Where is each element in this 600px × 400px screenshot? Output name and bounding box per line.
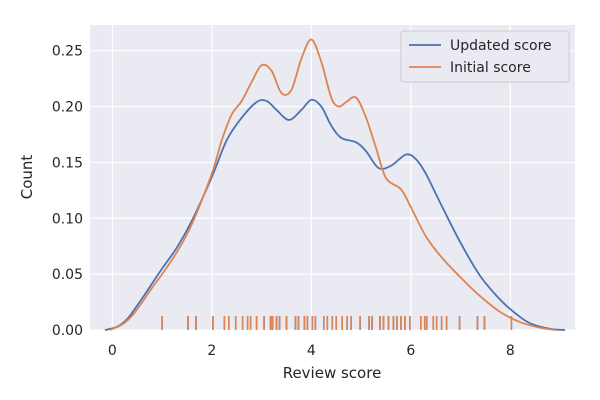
y-tick-label: 0.00: [52, 323, 83, 339]
x-axis-ticks: 0 2 4 6 8: [108, 343, 515, 359]
x-tick-label: 0: [108, 343, 117, 359]
density-curve-initial: [109, 38, 556, 331]
density-curve-updated: [104, 98, 566, 331]
x-tick-label: 6: [406, 343, 415, 359]
legend: Updated score Initial score: [400, 30, 570, 83]
y-axis-ticks: 0.00 0.05 0.10 0.15 0.20 0.25: [52, 44, 83, 339]
y-axis-label: Count: [18, 155, 36, 200]
x-tick-label: 2: [207, 343, 216, 359]
legend-label-initial: Initial score: [450, 60, 531, 76]
density-curves: [104, 38, 566, 331]
legend-label-updated: Updated score: [450, 38, 552, 54]
rug-marks: [161, 316, 513, 330]
x-tick-label: 4: [307, 343, 316, 359]
y-tick-label: 0.20: [52, 100, 83, 116]
y-tick-label: 0.10: [52, 211, 83, 227]
y-tick-label: 0.25: [52, 44, 83, 60]
y-tick-label: 0.05: [52, 267, 83, 283]
y-tick-label: 0.15: [52, 155, 83, 171]
legend-box: [400, 30, 570, 83]
x-tick-label: 8: [506, 343, 515, 359]
x-axis-label: Review score: [283, 364, 382, 382]
